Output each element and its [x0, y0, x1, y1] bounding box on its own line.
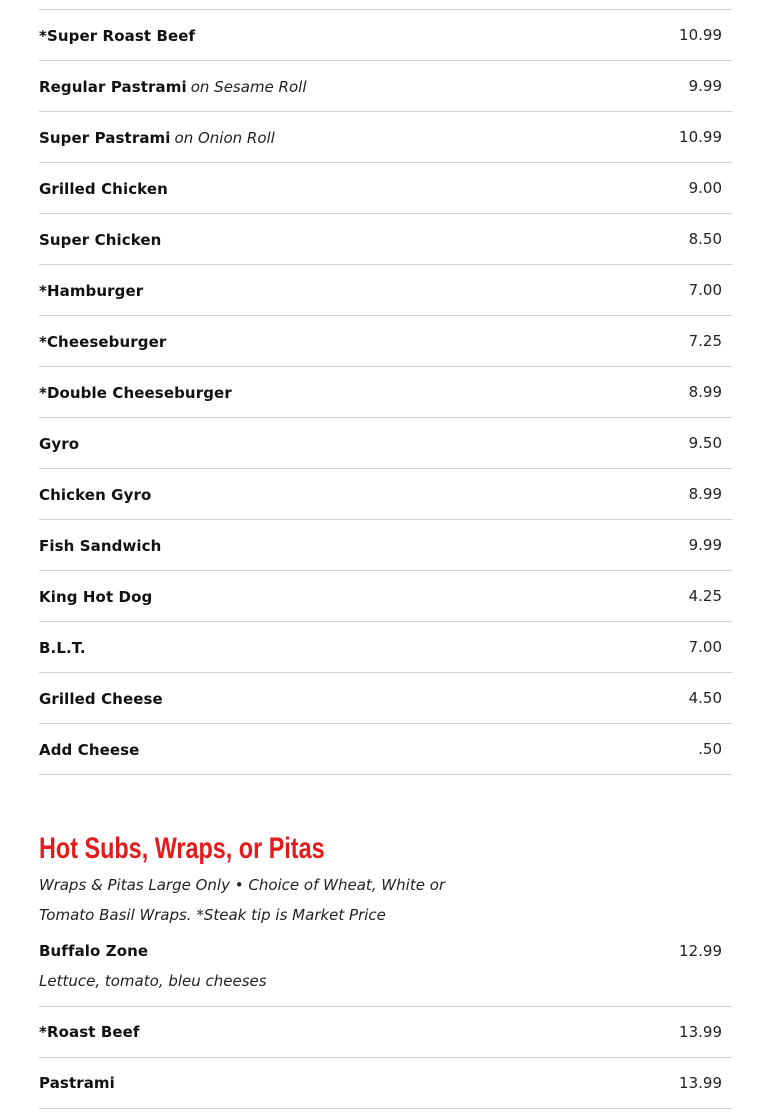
item-name: *Hamburger — [39, 281, 144, 300]
menu-list: *Super Roast Beef 10.99 Regular Pastrami on… — [39, 9, 732, 775]
item-price: 9.50 — [688, 434, 722, 452]
item-name: Super Pastrami — [39, 128, 171, 147]
item-name: Grilled Cheese — [39, 689, 163, 708]
item-price: 13.99 — [679, 1023, 722, 1041]
menu-item: Gyro 9.50 — [39, 417, 732, 468]
item-price: 4.50 — [688, 689, 722, 707]
menu-item: *Super Roast Beef 10.99 — [39, 9, 732, 60]
menu-item: Super Chicken 8.50 — [39, 213, 732, 264]
item-price: 9.00 — [688, 179, 722, 197]
item-name: Gyro — [39, 434, 80, 453]
menu-item: *Cheeseburger 7.25 — [39, 315, 732, 366]
item-name: Buffalo Zone — [39, 942, 149, 960]
item-price: 8.99 — [688, 383, 722, 401]
item-name: *Roast Beef — [39, 1023, 140, 1041]
menu-item: Grilled Chicken 9.00 — [39, 162, 732, 213]
item-name: Regular Pastrami — [39, 77, 187, 96]
item-name: B.L.T. — [39, 638, 86, 657]
menu-item: Chicken Gyro 8.99 — [39, 468, 732, 519]
menu-item: Regular Pastrami on Sesame Roll 9.99 — [39, 60, 732, 111]
item-price: 12.99 — [679, 942, 722, 960]
section-title: Hot Subs, Wraps, or Pitas — [39, 832, 325, 865]
menu-item: Fish Sandwich 9.99 — [39, 519, 732, 570]
item-price: 8.99 — [688, 485, 722, 503]
item-name: Add Cheese — [39, 740, 140, 759]
item-price: 10.99 — [679, 128, 722, 146]
item-name: King Hot Dog — [39, 587, 153, 606]
menu-item: Grilled Cheese 4.50 — [39, 672, 732, 723]
item-price: 9.99 — [688, 77, 722, 95]
item-name: *Double Cheeseburger — [39, 383, 232, 402]
menu-item: *Roast Beef 13.99 — [39, 1007, 732, 1058]
menu-item: King Hot Dog 4.25 — [39, 570, 732, 621]
item-price: .50 — [698, 740, 722, 758]
item-name: Grilled Chicken — [39, 179, 168, 198]
menu-item: Buffalo Zone 12.99 Lettuce, tomato, bleu… — [39, 930, 732, 1007]
item-price: 4.25 — [688, 587, 722, 605]
item-price: 8.50 — [688, 230, 722, 248]
item-note: on Sesame Roll — [190, 77, 307, 96]
item-name: Fish Sandwich — [39, 536, 162, 555]
menu-item: Super Pastrami on Onion Roll 10.99 — [39, 111, 732, 162]
item-name: Pastrami — [39, 1074, 115, 1092]
menu-item: Pastrami 13.99 — [39, 1058, 732, 1109]
item-note: on Onion Roll — [174, 128, 275, 147]
menu-item: Add Cheese .50 — [39, 723, 732, 775]
item-price: 9.99 — [688, 536, 722, 554]
menu-item: B.L.T. 7.00 — [39, 621, 732, 672]
item-price: 7.00 — [688, 281, 722, 299]
item-name: *Cheeseburger — [39, 332, 167, 351]
menu-item: *Hamburger 7.00 — [39, 264, 732, 315]
item-price: 7.00 — [688, 638, 722, 656]
item-description: Lettuce, tomato, bleu cheeses — [39, 972, 267, 990]
item-name: *Super Roast Beef — [39, 26, 196, 45]
menu-item: *Double Cheeseburger 8.99 — [39, 366, 732, 417]
menu-section-hot-subs: Hot Subs, Wraps, or Pitas Wraps & Pitas … — [39, 828, 732, 1109]
item-name: Chicken Gyro — [39, 485, 152, 504]
item-price: 10.99 — [679, 26, 722, 44]
section-intro: Wraps & Pitas Large Only • Choice of Whe… — [39, 876, 446, 924]
item-price: 7.25 — [688, 332, 722, 350]
item-price: 13.99 — [679, 1074, 722, 1092]
item-name: Super Chicken — [39, 230, 162, 249]
